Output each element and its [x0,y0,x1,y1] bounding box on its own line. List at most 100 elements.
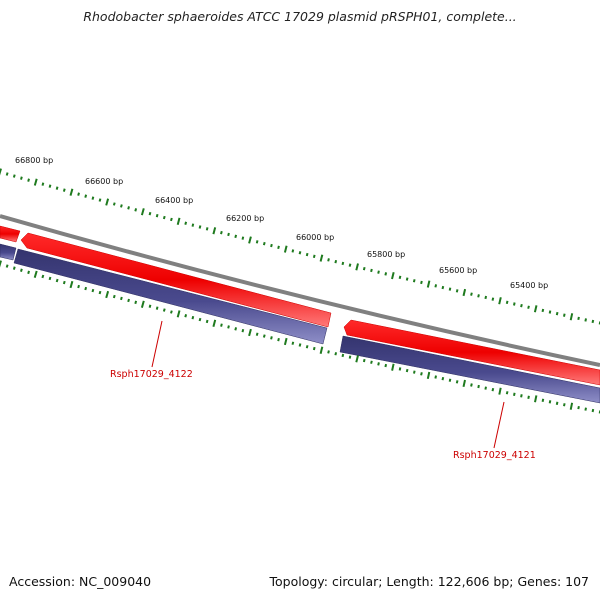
inner-tick-13 [91,288,95,293]
outer-tick-70 [498,297,502,305]
outer-tick-52 [370,268,373,273]
outer-tick-6 [41,182,45,186]
outer-tick-74 [527,305,530,309]
outer-tick-72 [513,302,516,306]
inner-tick-5 [33,270,38,278]
outer-tick-58 [412,279,416,283]
feature-arrow-left-fragment[interactable] [0,225,21,243]
inner-tick-9 [62,280,66,285]
gene-4122-leader [151,320,163,368]
inner-tick-60 [426,371,431,380]
inner-tick-32 [227,325,230,329]
inner-tick-21 [148,304,152,308]
inner-tick-36 [255,332,259,336]
outer-tick-28 [198,225,202,229]
feature-arrow-4122-forward[interactable] [20,232,332,328]
bp-label-65600: 65600 bp [439,266,477,275]
inner-tick-38 [270,336,273,340]
inner-tick-69 [491,387,495,392]
bp-label-65800: 65800 bp [367,250,405,259]
outer-tick-4 [27,178,30,182]
inner-tick-56 [398,367,402,371]
cds-left-fragment[interactable] [0,243,17,261]
bp-labels: 66800 bp 66600 bp 66400 bp 66200 bp 6600… [15,156,548,290]
inner-tick-27 [191,315,195,320]
inner-tick-73 [520,394,523,398]
inner-tick-18 [127,298,130,303]
inner-tick-40 [283,337,288,346]
outer-tick-73 [520,303,523,308]
outer-tick-2 [12,174,16,178]
outer-tick-9 [62,188,66,192]
outer-tick-43 [305,252,309,257]
outer-tick-15 [105,198,110,206]
inner-tick-10 [69,280,74,289]
inner-tick-52 [370,360,373,364]
outer-tick-76 [541,308,545,313]
outer-tick-19 [134,208,138,212]
inner-tick-68 [484,386,487,390]
inner-tick-49 [348,355,352,359]
outer-tick-23 [162,215,166,220]
inner-tick-66 [470,383,473,387]
outer-tick-83 [591,319,595,324]
outer-tick-16 [112,202,116,206]
outer-tick-33 [234,234,238,239]
cds-rsph17029-4122[interactable] [13,248,328,345]
inner-tick-3 [20,268,23,272]
outer-tick-61 [434,284,438,288]
inner-tick-62 [441,376,445,381]
outer-tick-45 [319,254,324,262]
outer-tick-39 [277,245,280,250]
outer-tick-63 [448,287,452,291]
inner-tick-70 [498,387,502,395]
inner-tick-6 [41,274,45,279]
inner-tick-59 [420,372,423,376]
inner-tick-71 [505,391,509,395]
outer-tick-59 [420,280,423,285]
inner-tick-7 [48,276,52,281]
inner-tick-28 [198,317,202,322]
outer-tick-1 [5,172,9,176]
inner-tick-34 [241,328,245,333]
outer-tick-41 [291,249,295,253]
inner-tick-33 [234,327,238,331]
outer-tick-64 [455,289,459,293]
inner-tick-45 [319,346,324,354]
bp-label-65400: 65400 bp [510,281,548,290]
inner-tick-51 [362,358,366,363]
inner-tick-11 [77,284,80,289]
inner-tick-26 [184,314,188,318]
outer-tick-34 [241,236,245,240]
inner-tick-22 [155,306,159,310]
outer-tick-30 [212,227,217,235]
outer-tick-62 [441,285,445,290]
inner-tick-25 [176,310,181,318]
cds-features [0,243,600,404]
inner-tick-42 [298,343,302,347]
inner-tick-78 [555,401,559,405]
map-title: Rhodobacter sphaeroides ATCC 17029 plasm… [83,9,517,24]
inner-tick-48 [341,353,345,358]
outer-tick-21 [148,211,152,216]
outer-tick-42 [298,251,302,255]
inner-tick-58 [413,370,416,374]
outer-tick-13 [91,196,95,200]
inner-tick-29 [205,319,209,324]
cds-rsph17029-4121[interactable] [339,335,600,404]
inner-tick-77 [548,400,552,404]
feature-arrow-4121-forward[interactable] [343,319,600,386]
outer-tick-29 [205,227,209,231]
inner-tick-50 [355,355,359,363]
bp-label-66400: 66400 bp [155,196,193,205]
inner-tick-2 [12,266,16,270]
outer-tick-26 [184,221,188,225]
inner-tick-15 [105,290,110,299]
bp-label-66000: 66000 bp [296,233,334,242]
outer-tick-69 [491,297,495,301]
outer-tick-25 [176,217,181,225]
inner-tick-67 [477,384,480,389]
gene-label-4122[interactable]: Rsph17029_4122 [110,369,193,380]
gene-label-4121[interactable]: Rsph17029_4121 [453,450,536,461]
outer-tick-40 [283,245,288,253]
